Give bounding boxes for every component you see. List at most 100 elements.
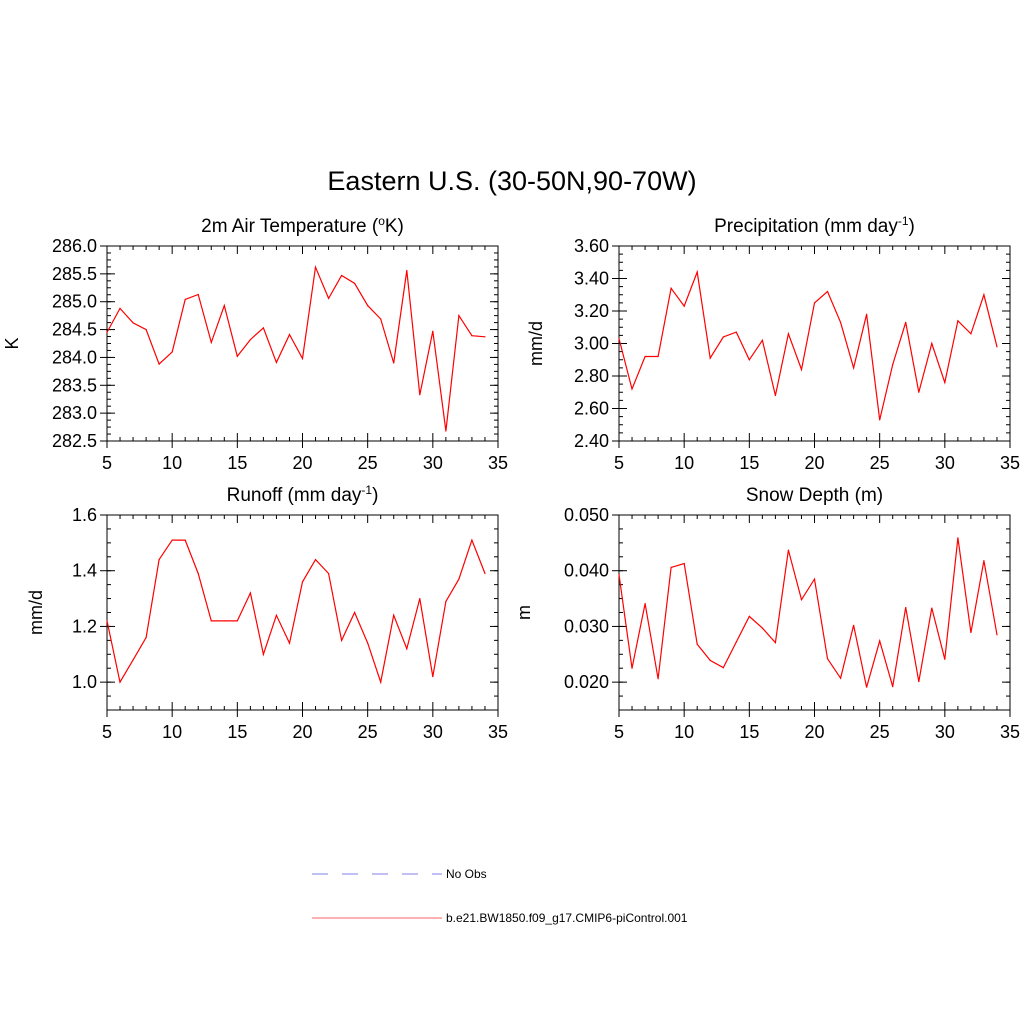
- data-point: [484, 572, 486, 575]
- x-tick-label: 25: [870, 453, 890, 473]
- data-point: [983, 560, 985, 562]
- data-point: [670, 566, 672, 568]
- data-point: [839, 677, 842, 679]
- legend-model-label: b.e21.BW1850.f09_g17.CMIP6-piControl.001: [446, 911, 688, 925]
- data-point: [800, 368, 803, 371]
- data-point: [106, 620, 108, 622]
- data-point: [471, 335, 473, 337]
- data-point: [970, 631, 972, 634]
- data-point: [210, 341, 212, 343]
- y-axis-label: mm/d: [26, 590, 46, 635]
- x-tick-label: 15: [739, 453, 759, 473]
- data-point: [957, 320, 959, 322]
- data-point: [301, 581, 304, 583]
- y-tick-label: 283.5: [52, 375, 97, 395]
- data-point: [944, 381, 946, 384]
- y-tick-label: 282.5: [52, 431, 97, 451]
- y-tick-label: 3.60: [574, 236, 609, 256]
- data-point: [931, 607, 933, 609]
- y-tick-label: 2.60: [574, 399, 609, 419]
- data-point: [970, 333, 972, 335]
- data-point: [288, 333, 291, 336]
- data-point: [458, 315, 460, 317]
- data-point: [931, 342, 933, 345]
- x-tick-label: 20: [292, 453, 312, 473]
- data-point: [249, 339, 251, 341]
- x-tick-label: 5: [614, 453, 624, 473]
- data-point: [106, 331, 108, 333]
- x-tick-label: 20: [804, 722, 824, 742]
- data-point: [471, 539, 473, 541]
- data-point: [670, 287, 672, 289]
- data-point: [813, 578, 816, 580]
- y-tick-label: 286.0: [52, 236, 97, 256]
- x-tick-label: 30: [935, 722, 955, 742]
- data-point: [918, 680, 920, 683]
- x-tick-label: 30: [935, 453, 955, 473]
- data-point: [327, 572, 330, 575]
- data-point: [853, 367, 855, 369]
- series-line-0: [618, 269, 998, 421]
- x-tick-label: 35: [1000, 722, 1020, 742]
- data-point: [696, 643, 698, 645]
- series-line-0: [618, 537, 998, 688]
- data-point: [618, 574, 620, 576]
- x-tick-label: 5: [102, 453, 112, 473]
- y-tick-label: 1.6: [72, 505, 97, 525]
- panel-snow: Snow Depth (m) m 5 10 15 20 25 30 35 0.020 0.030 0.…: [514, 485, 1020, 742]
- data-point: [171, 351, 173, 353]
- x-tick-label: 5: [614, 722, 624, 742]
- data-point: [432, 330, 434, 332]
- series-line-0: [106, 264, 486, 432]
- data-point: [380, 318, 382, 320]
- x-tick-label: 15: [227, 453, 247, 473]
- data-point: [301, 357, 304, 360]
- x-tick-label: 5: [102, 722, 112, 742]
- y-tick-label: 283.0: [52, 403, 97, 423]
- y-tick-label: 2.80: [574, 366, 609, 386]
- x-tick-label: 10: [674, 453, 694, 473]
- data-point: [866, 313, 868, 315]
- data-point: [853, 624, 855, 626]
- data-point: [735, 641, 737, 643]
- figure-title: Eastern U.S. (30-50N,90-70W): [327, 166, 696, 196]
- data-point: [879, 419, 881, 421]
- data-point: [826, 658, 829, 660]
- x-tick-label: 10: [674, 722, 694, 742]
- y-tick-label: 285.5: [52, 264, 97, 284]
- data-point: [774, 641, 777, 644]
- data-point: [275, 361, 278, 364]
- data-point: [354, 611, 356, 614]
- data-point: [735, 331, 737, 333]
- data-point: [314, 558, 317, 561]
- data-point: [119, 681, 121, 683]
- data-point: [132, 322, 134, 324]
- data-point: [631, 388, 633, 390]
- data-point: [631, 667, 633, 669]
- data-point: [866, 686, 868, 688]
- data-point: [223, 620, 225, 622]
- data-point: [419, 394, 421, 396]
- data-point: [171, 539, 173, 541]
- data-point: [327, 297, 330, 299]
- data-point: [445, 430, 447, 432]
- data-point: [406, 648, 408, 650]
- data-point: [683, 562, 685, 565]
- x-tick-label: 15: [739, 722, 759, 742]
- panel-temp: 2m Air Temperature (oK) K 5 10 15 20 25 30 35 282…: [2, 214, 508, 473]
- data-point: [367, 305, 369, 307]
- data-point: [905, 321, 907, 323]
- data-point: [983, 294, 985, 296]
- data-point: [184, 298, 186, 301]
- data-point: [445, 600, 447, 602]
- x-tick-label: 35: [1000, 453, 1020, 473]
- panel-precip: Precipitation (mm day-1) mm/d 5 10 15 20 25 30 3…: [526, 214, 1020, 473]
- plot-frame: [106, 514, 499, 711]
- data-point: [262, 653, 264, 655]
- data-point: [419, 597, 421, 600]
- data-point: [800, 599, 803, 601]
- data-point: [787, 549, 790, 551]
- data-point: [813, 302, 816, 304]
- data-point: [748, 359, 750, 361]
